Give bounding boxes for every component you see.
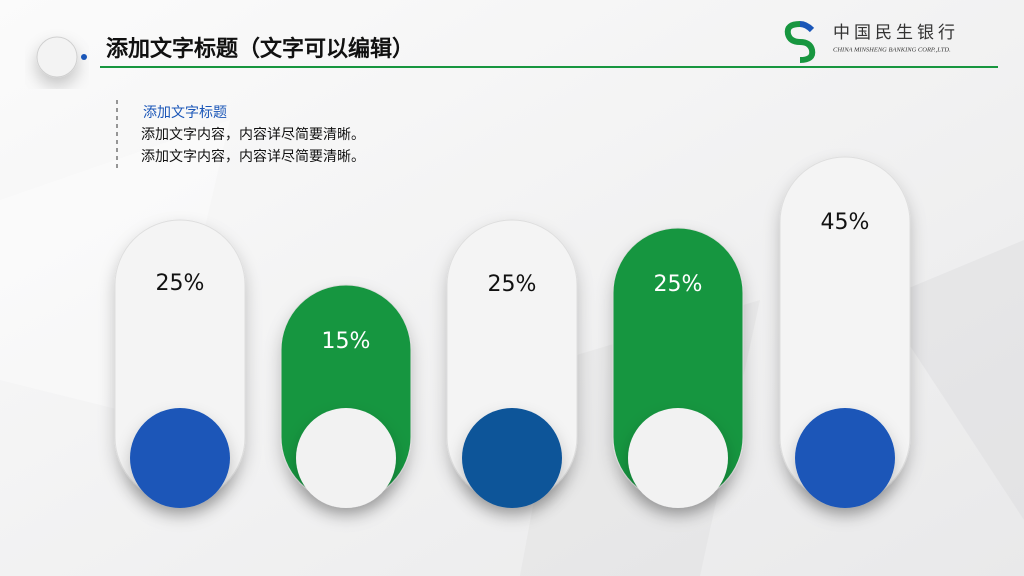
deco-dot — [81, 54, 87, 60]
percent-label: 15% — [322, 329, 371, 354]
text-line: 添加文字内容，内容详尽简要清晰。 — [141, 126, 365, 143]
pill-circle — [628, 408, 728, 508]
pill-circle — [296, 408, 396, 508]
logo-cn: 中国民生银行 — [833, 23, 959, 43]
percent-label: 25% — [156, 271, 205, 296]
logo-en: CHINA MINSHENG BANKING CORP.,LTD. — [833, 46, 951, 53]
pill-circle — [795, 408, 895, 508]
pill-circle — [462, 408, 562, 508]
bg-facet — [880, 240, 1024, 520]
percent-label: 45% — [821, 210, 870, 235]
logo-icon — [784, 21, 816, 63]
deco-circle — [36, 36, 78, 78]
text-heading: 添加文字标题 — [143, 105, 227, 121]
text-line: 添加文字内容，内容详尽简要清晰。 — [141, 148, 365, 165]
percent-label: 25% — [488, 272, 537, 297]
pill-circle — [130, 408, 230, 508]
percent-label: 25% — [654, 272, 703, 297]
title: 添加文字标题（文字可以编辑） — [106, 36, 414, 62]
